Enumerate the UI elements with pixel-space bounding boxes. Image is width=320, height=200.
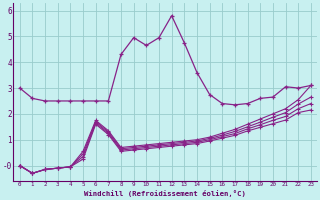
X-axis label: Windchill (Refroidissement éolien,°C): Windchill (Refroidissement éolien,°C): [84, 190, 246, 197]
